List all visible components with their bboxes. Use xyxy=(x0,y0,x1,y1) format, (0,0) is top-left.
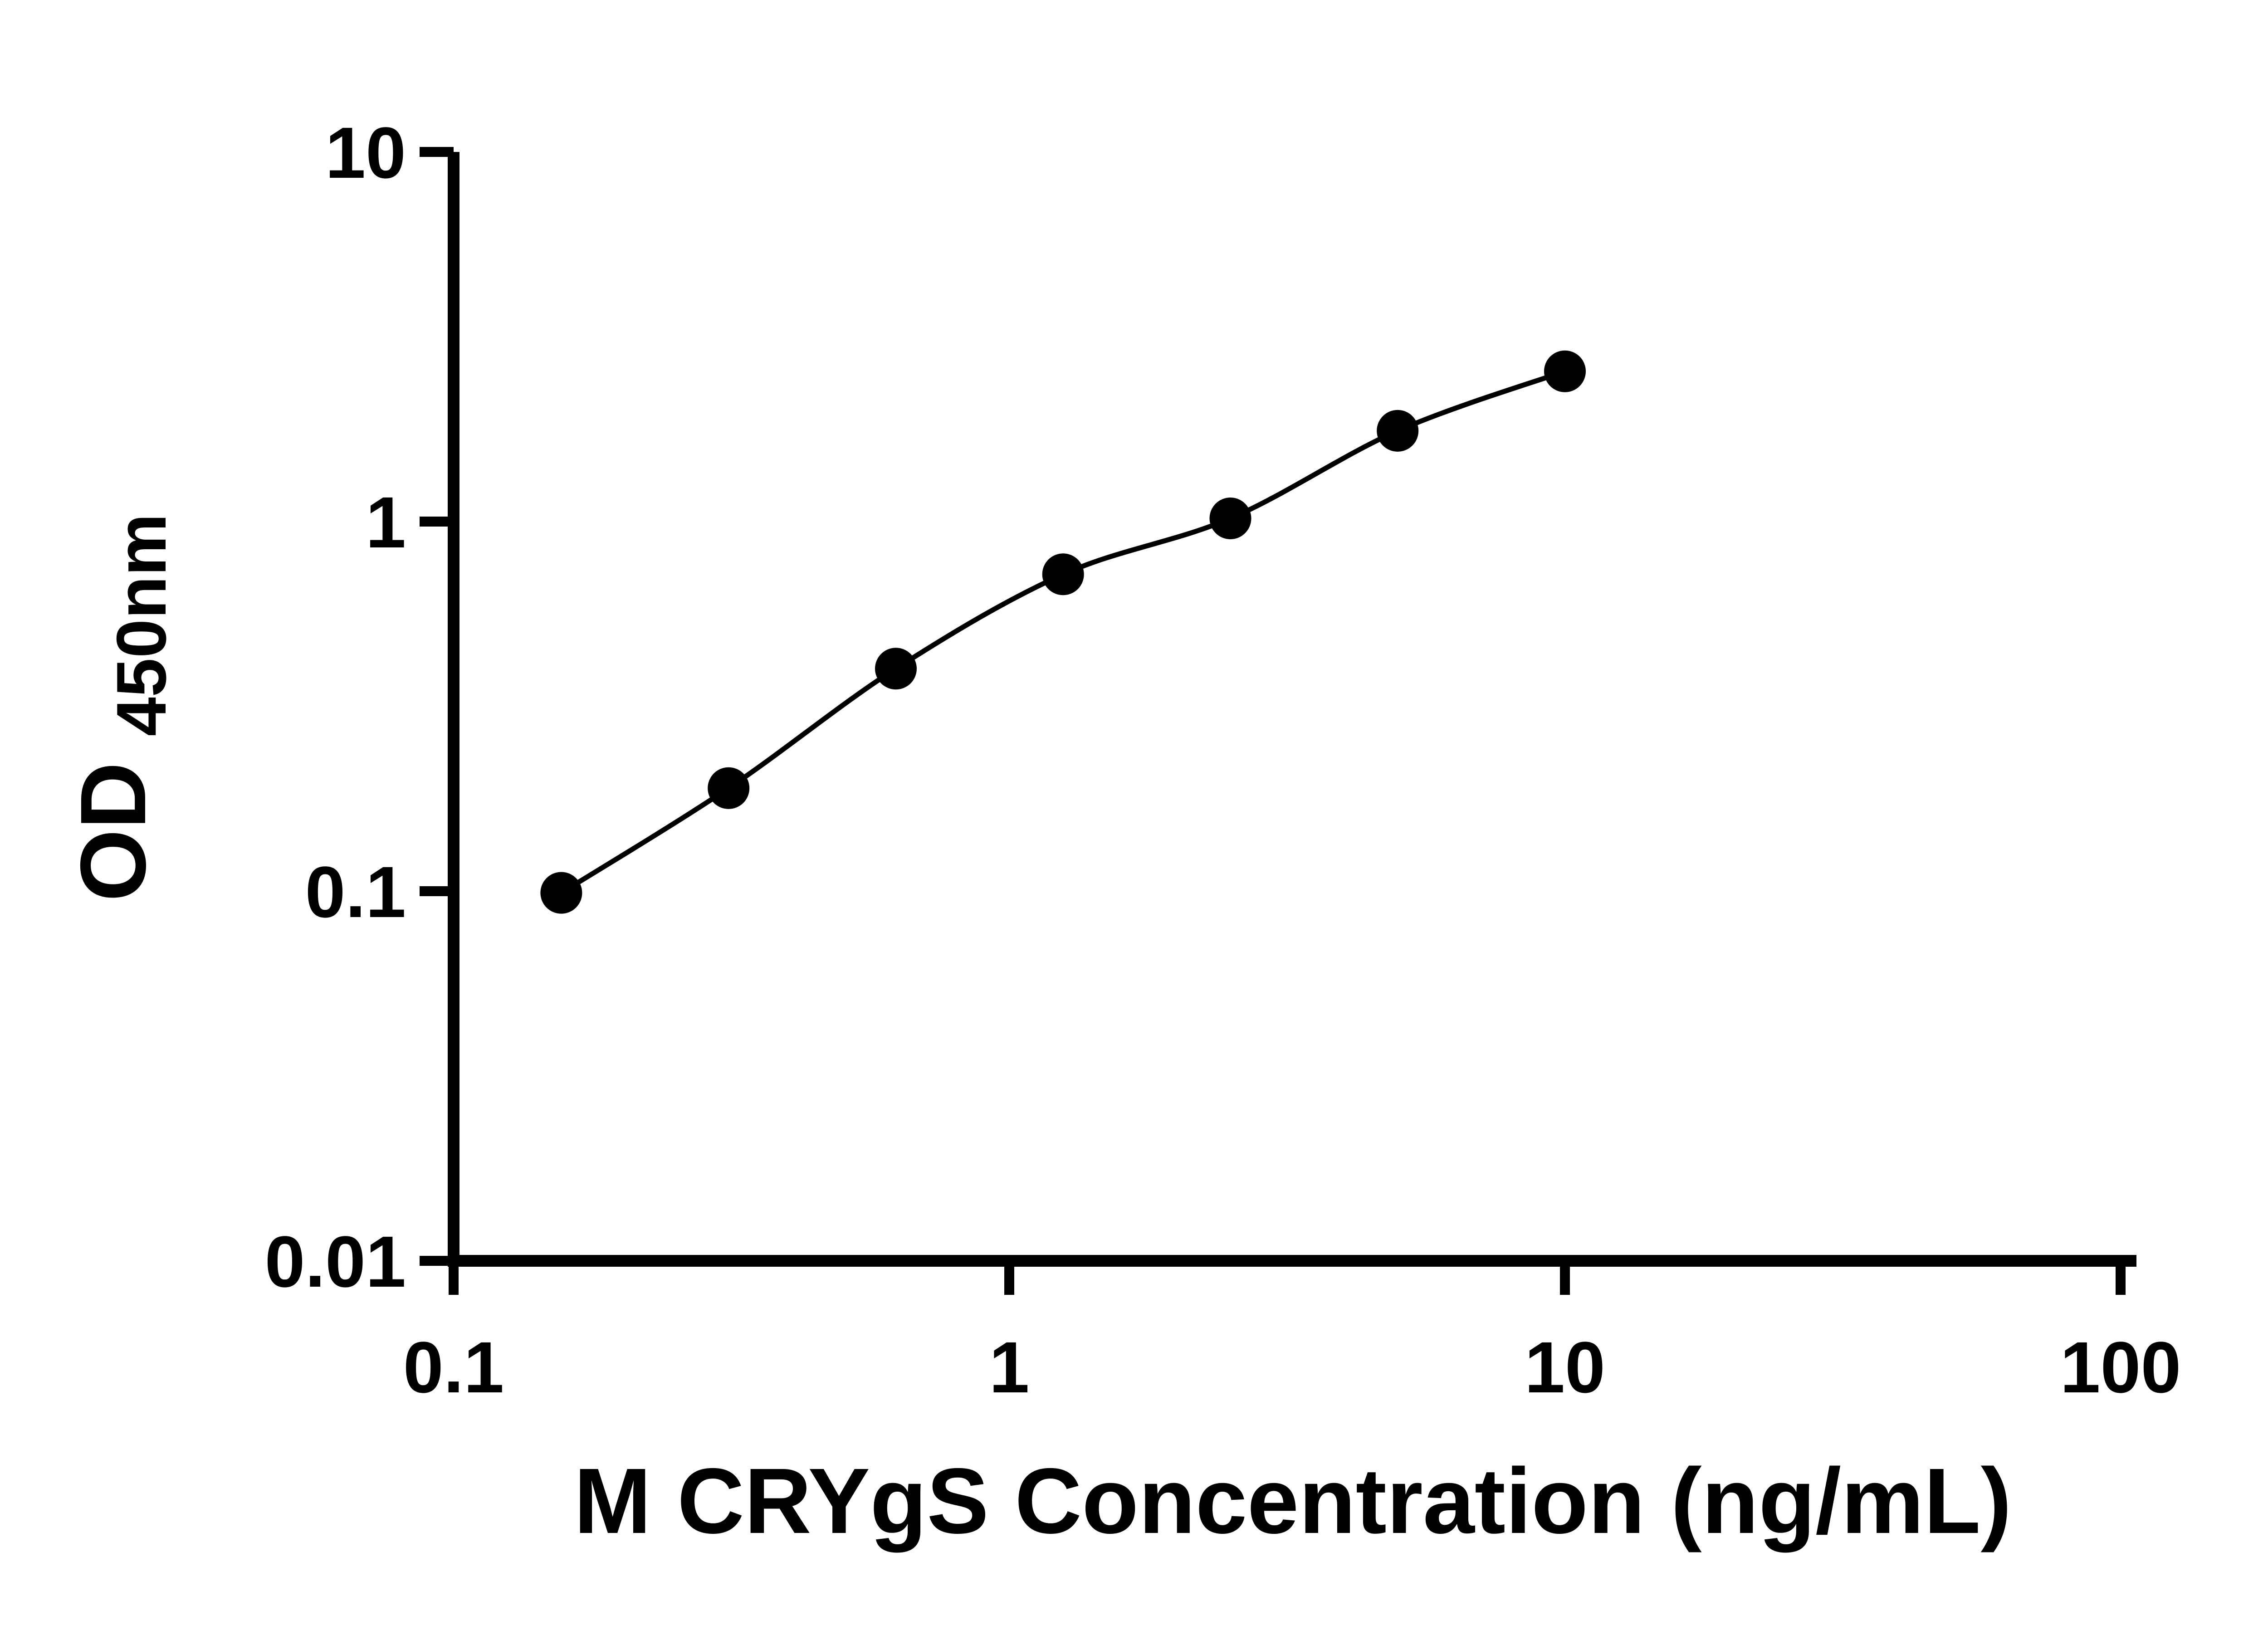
axes-lines xyxy=(448,152,2136,1267)
data-point xyxy=(1377,410,1419,452)
x-tick-label: 100 xyxy=(2060,1327,2181,1408)
data-points-layer xyxy=(540,350,1586,914)
data-point xyxy=(708,767,750,809)
fit-curve-layer xyxy=(560,369,1566,895)
fit-curve xyxy=(560,369,1566,895)
data-point xyxy=(875,648,917,690)
data-point xyxy=(1042,553,1084,595)
y-tick-label: 10 xyxy=(325,112,406,193)
y-tick-label: 0.1 xyxy=(305,851,406,932)
data-point xyxy=(1209,498,1251,539)
data-point xyxy=(540,872,582,914)
y-axis-title: OD 450nm xyxy=(61,513,181,902)
x-tick-label: 0.1 xyxy=(403,1327,504,1408)
x-tick-label: 10 xyxy=(1525,1327,1605,1408)
tick-labels-layer: 0.1 1 10 100 0.01 0.1 1 10 xyxy=(265,112,2181,1408)
y-tick-label: 1 xyxy=(366,482,406,563)
data-point xyxy=(1544,350,1586,392)
y-axis-title-subscript: 450nm xyxy=(102,513,181,736)
x-tick-label: 1 xyxy=(989,1327,1030,1408)
axes-layer xyxy=(420,147,2136,1295)
y-axis-title-main: OD xyxy=(61,762,165,902)
y-tick-label: 0.01 xyxy=(265,1221,406,1302)
x-axis-title: M CRYgS Concentration (ng/mL) xyxy=(574,1449,2012,1553)
